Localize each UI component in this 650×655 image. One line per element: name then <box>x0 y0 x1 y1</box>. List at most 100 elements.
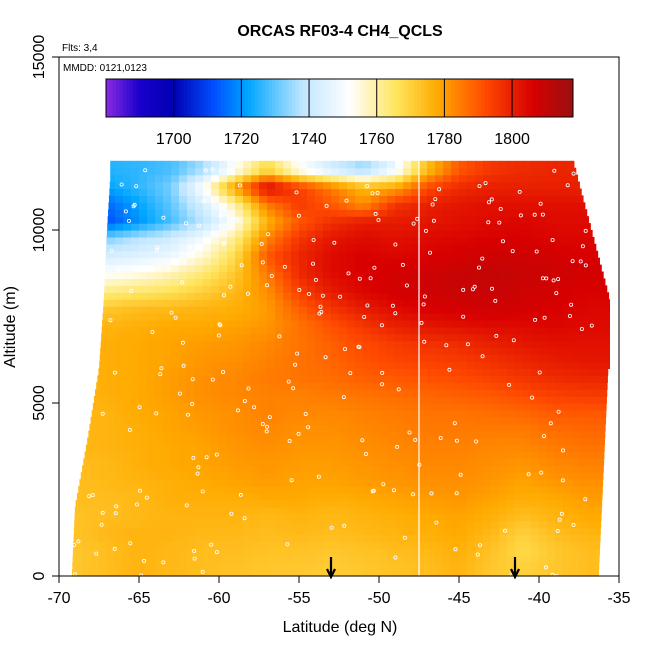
heatmap-cell <box>467 416 476 425</box>
heatmap-cell <box>491 569 500 577</box>
heatmap-cell <box>139 299 148 307</box>
sample-point <box>480 256 485 261</box>
heatmap-cell <box>403 216 412 224</box>
heatmap-cell <box>363 299 372 307</box>
colorbar-cell <box>217 79 222 117</box>
heatmap-cell <box>363 209 372 217</box>
heatmap-cell <box>243 403 252 411</box>
heatmap-cell <box>531 534 540 542</box>
heatmap-cell <box>243 541 252 549</box>
heatmap-cell <box>595 271 604 280</box>
heatmap-cell <box>435 167 444 176</box>
heatmap-cell <box>307 396 316 404</box>
heatmap-cell <box>195 313 204 321</box>
heatmap-cell <box>571 278 580 286</box>
heatmap-cell <box>515 167 524 176</box>
heatmap-cell <box>379 396 388 404</box>
heatmap-cell <box>291 451 300 459</box>
heatmap-cell <box>363 520 372 529</box>
heatmap-cell <box>195 236 204 245</box>
heatmap-cell <box>459 271 468 280</box>
heatmap-cell <box>339 555 348 563</box>
heatmap-cell <box>331 188 340 196</box>
heatmap-cell <box>347 216 356 224</box>
heatmap-cell <box>243 368 252 376</box>
colorbar-cell <box>495 79 500 117</box>
heatmap-cell <box>331 326 340 335</box>
heatmap-cell <box>227 264 236 273</box>
heatmap-cell <box>339 396 348 404</box>
heatmap-cell <box>371 423 380 432</box>
heatmap-cell <box>195 389 204 397</box>
heatmap-cell <box>243 506 252 515</box>
heatmap-cell <box>483 541 492 549</box>
heatmap-cell <box>419 174 428 183</box>
heatmap-cell <box>531 264 540 273</box>
heatmap-cell <box>379 444 388 453</box>
sample-point <box>87 494 92 499</box>
heatmap-cell <box>259 499 268 508</box>
heatmap-cell <box>587 292 596 300</box>
heatmap-cell <box>251 368 260 376</box>
heatmap-cell <box>107 354 116 363</box>
heatmap-cell <box>395 492 404 501</box>
heatmap-cell <box>299 319 308 328</box>
heatmap-cell <box>419 506 428 515</box>
heatmap-cell <box>467 195 476 203</box>
heatmap-cell <box>515 444 524 453</box>
heatmap-cell <box>347 181 356 190</box>
heatmap-cell <box>315 292 324 300</box>
heatmap-cell <box>227 195 236 203</box>
heatmap-cell <box>459 479 468 487</box>
heatmap-cell <box>475 361 484 369</box>
heatmap-cell <box>555 409 564 418</box>
heatmap-cell <box>251 444 260 453</box>
heatmap-cell <box>259 333 268 342</box>
heatmap-cell <box>203 257 212 266</box>
heatmap-cell <box>131 409 140 418</box>
heatmap-cell <box>243 389 252 397</box>
heatmap-cell <box>107 264 116 273</box>
heatmap-cell <box>451 299 460 307</box>
heatmap-cell <box>131 167 140 176</box>
heatmap-cell <box>459 243 468 252</box>
heatmap-cell <box>483 423 492 432</box>
heatmap-cell <box>283 319 292 328</box>
heatmap-cell <box>411 292 420 300</box>
heatmap-cell <box>259 326 268 335</box>
heatmap-cell <box>243 534 252 542</box>
heatmap-cell <box>491 499 500 508</box>
heatmap-cell <box>243 465 252 473</box>
heatmap-cell <box>563 396 572 404</box>
heatmap-cell <box>235 382 244 390</box>
heatmap-cell <box>163 375 172 383</box>
heatmap-cell <box>187 167 196 176</box>
heatmap-cell <box>427 403 436 411</box>
heatmap-cell <box>243 444 252 453</box>
heatmap-cell <box>523 257 532 266</box>
heatmap-cell <box>155 396 164 404</box>
heatmap-cell <box>331 181 340 190</box>
heatmap-cell <box>187 472 196 480</box>
heatmap-cell <box>307 209 316 217</box>
heatmap-cell <box>459 236 468 245</box>
heatmap-cell <box>267 403 276 411</box>
heatmap-cell <box>283 257 292 266</box>
heatmap-cell <box>251 479 260 487</box>
heatmap-cell <box>179 319 188 328</box>
heatmap-cell <box>259 306 268 314</box>
heatmap-cell <box>315 465 324 473</box>
heatmap-cell <box>475 264 484 273</box>
heatmap-cell <box>219 479 228 487</box>
sample-point <box>229 511 234 516</box>
heatmap-cell <box>555 167 564 176</box>
heatmap-cell <box>395 437 404 446</box>
colorbar-cell <box>535 79 540 117</box>
heatmap-cell <box>179 520 188 529</box>
heatmap-cell <box>171 361 180 369</box>
heatmap-cell <box>403 513 412 522</box>
colorbar-cell <box>349 79 354 117</box>
heatmap-cell <box>131 278 140 286</box>
heatmap-cell <box>595 403 604 411</box>
heatmap-cell <box>307 174 316 183</box>
